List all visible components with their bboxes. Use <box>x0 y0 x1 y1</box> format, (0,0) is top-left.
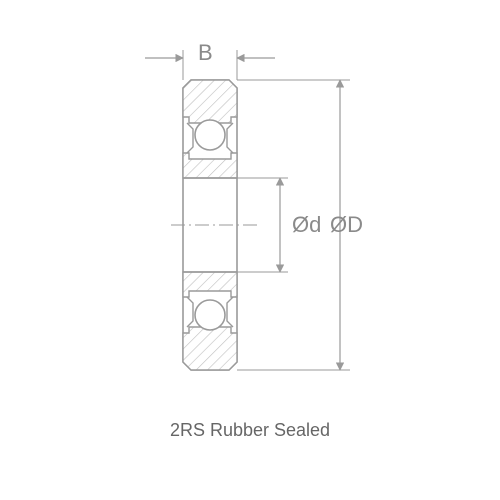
label-d: Ød <box>292 212 321 237</box>
inner-race-top <box>183 153 237 178</box>
seal-left-0 <box>187 123 193 153</box>
bearing-svg: B Ød ØD <box>0 0 500 400</box>
seal-right-0 <box>227 123 233 153</box>
ball-bottom <box>195 300 225 330</box>
outer-race-bottom <box>183 327 237 370</box>
caption-text: 2RS Rubber Sealed <box>0 420 500 441</box>
inner-race-bottom <box>183 272 237 297</box>
outer-race-top <box>183 80 237 123</box>
ball-top <box>195 120 225 150</box>
seal-right-1 <box>227 297 233 327</box>
label-B: B <box>198 40 213 65</box>
bearing-diagram: B Ød ØD 2RS Rubber Sealed <box>0 0 500 500</box>
label-D: ØD <box>330 212 363 237</box>
seal-left-1 <box>187 297 193 327</box>
